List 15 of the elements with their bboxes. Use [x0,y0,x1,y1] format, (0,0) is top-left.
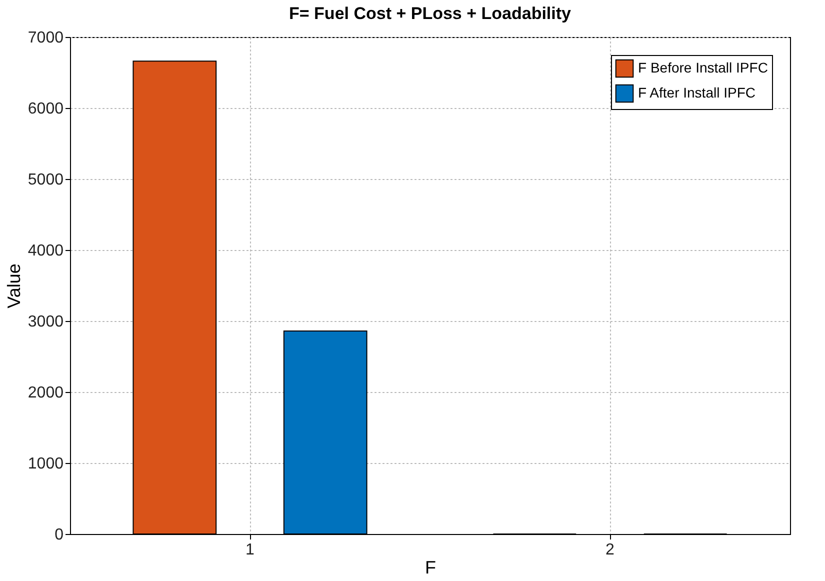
legend-label: F Before Install IPFC [638,60,768,76]
y-tick-label: 4000 [28,242,64,260]
chart-title: F= Fuel Cost + PLoss + Loadability [289,4,572,23]
y-tick-label: 1000 [28,456,64,472]
y-tick-label: 5000 [28,172,64,188]
x-tick-label: 1 [246,542,255,558]
legend-label: F After Install IPFC [638,84,756,100]
y-tick-label: 7000 [28,30,64,46]
x-axis-title: F [425,558,436,578]
x-tick-label: 2 [606,542,615,558]
y-tick-label: 2000 [28,384,64,402]
y-axis-title: Value [4,264,24,308]
y-tick-label: 0 [54,526,64,544]
y-tick-label: 6000 [28,100,64,118]
y-tick-label: 3000 [28,314,64,330]
